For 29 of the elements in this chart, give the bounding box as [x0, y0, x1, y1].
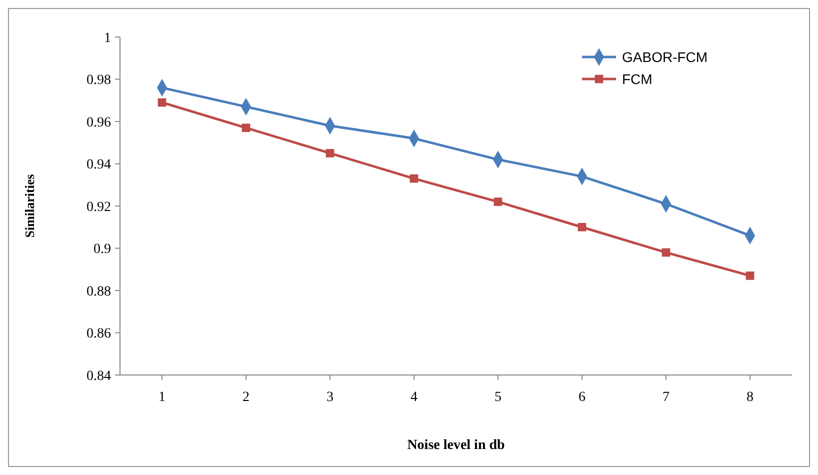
point — [410, 174, 418, 183]
point — [746, 272, 754, 280]
y-tick-label: 0.84 — [86, 368, 111, 384]
point — [494, 198, 502, 206]
y-tick-label: 0.92 — [86, 200, 111, 215]
y-tick-label: 0.9 — [94, 242, 111, 258]
x-tick-label: 4 — [410, 390, 418, 405]
y-tick-label: 1 — [104, 30, 111, 46]
point — [242, 124, 250, 132]
y-axis-title: Similarities — [22, 174, 37, 238]
legend-label: GABOR-FCM — [622, 48, 708, 65]
point — [662, 248, 670, 257]
point — [158, 98, 166, 107]
y-tick-label: 0.88 — [86, 284, 111, 300]
x-tick-label: 2 — [242, 390, 250, 405]
y-tick-label: 0.94 — [86, 158, 111, 173]
x-tick-label: 8 — [746, 390, 754, 405]
x-tick-label: 3 — [326, 390, 334, 405]
legend-label: FCM — [622, 70, 652, 87]
x-tick-label: 1 — [158, 390, 166, 405]
x-tick-label: 5 — [494, 390, 502, 405]
point — [326, 149, 334, 158]
x-axis-title: Noise level in db — [407, 438, 506, 453]
x-tick-label: 6 — [578, 390, 586, 405]
point — [578, 222, 586, 232]
y-tick-label: 0.96 — [86, 115, 111, 130]
x-tick-label: 7 — [662, 390, 670, 405]
y-tick-label: 0.98 — [86, 73, 111, 88]
y-tick-label: 0.86 — [86, 326, 111, 342]
